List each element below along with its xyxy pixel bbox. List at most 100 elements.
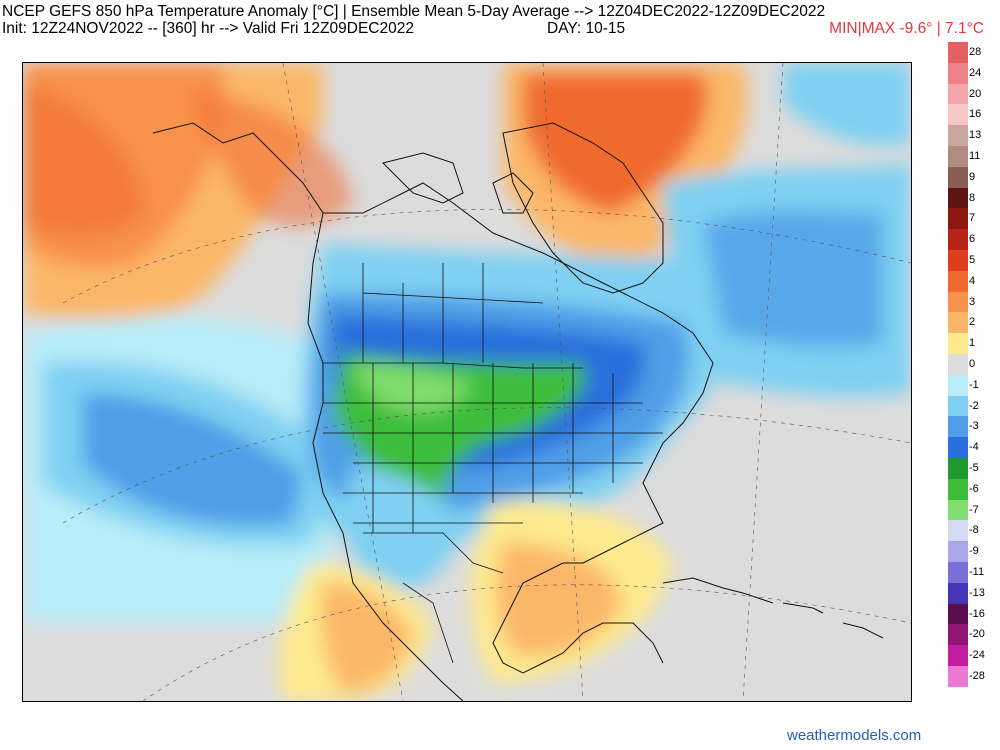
legend-swatch xyxy=(948,104,968,126)
legend-swatch xyxy=(948,166,968,188)
legend-row: 8 xyxy=(943,187,996,209)
legend-row: -24 xyxy=(943,645,996,666)
legend-label: 7 xyxy=(969,212,976,225)
legend-swatch xyxy=(948,457,968,479)
legend-label: -5 xyxy=(969,461,979,474)
color-legend: 28 24 20 16 13 11 9 8 7 6 5 4 3 2 1 0 -1 -2 -3 -4 -5 -6 -7 -8 -9… xyxy=(943,42,996,687)
legend-row: -6 xyxy=(943,478,996,500)
legend-swatch xyxy=(948,187,968,209)
legend-swatch xyxy=(948,249,968,271)
legend-swatch xyxy=(948,582,968,604)
legend-label: 4 xyxy=(969,274,976,287)
init-valid-line: Init: 12Z24NOV2022 -- [360] hr --> Valid… xyxy=(2,20,414,37)
legend-row: 20 xyxy=(943,83,996,105)
legend-row: -5 xyxy=(943,457,996,479)
legend-label: 20 xyxy=(969,87,982,100)
map-title: NCEP GEFS 850 hPa Temperature Anomaly [°… xyxy=(2,3,826,20)
legend-swatch xyxy=(948,395,968,417)
legend-row: 4 xyxy=(943,270,996,292)
legend-swatch xyxy=(948,374,968,396)
legend-label: 11 xyxy=(969,149,981,162)
legend-swatch xyxy=(948,353,968,375)
source-credit[interactable]: weathermodels.com xyxy=(787,727,922,744)
legend-swatch xyxy=(948,499,968,521)
map-canvas xyxy=(23,63,911,701)
legend-swatch xyxy=(948,416,968,438)
legend-label: 8 xyxy=(969,191,976,204)
legend-row: -16 xyxy=(943,603,996,625)
legend-row: -7 xyxy=(943,499,996,521)
day-range: DAY: 10-15 xyxy=(547,20,626,37)
temperature-anomaly-map xyxy=(22,62,912,702)
legend-label: 5 xyxy=(969,253,976,266)
legend-label: -7 xyxy=(969,503,979,516)
legend-row: 0 xyxy=(943,353,996,375)
legend-label: 16 xyxy=(969,108,982,121)
legend-label: -6 xyxy=(969,482,979,495)
political-borders xyxy=(323,263,663,664)
legend-label: 2 xyxy=(969,316,976,329)
legend-swatch xyxy=(948,270,968,292)
legend-swatch xyxy=(948,437,968,458)
legend-label: 13 xyxy=(969,129,982,142)
legend-row: 5 xyxy=(943,249,996,271)
legend-label: -2 xyxy=(969,399,979,412)
legend-row: -13 xyxy=(943,582,996,604)
legend-swatch xyxy=(948,291,968,313)
legend-row: -8 xyxy=(943,520,996,542)
legend-swatch xyxy=(948,645,968,666)
legend-label: 6 xyxy=(969,233,976,246)
legend-row: 6 xyxy=(943,229,996,250)
legend-label: -11 xyxy=(969,565,985,578)
legend-swatch xyxy=(948,541,968,562)
legend-swatch xyxy=(948,42,968,63)
legend-label: -20 xyxy=(969,628,985,641)
legend-swatch xyxy=(948,229,968,250)
legend-label: -16 xyxy=(969,607,985,620)
min-max-readout: MIN|MAX -9.6° | 7.1°C xyxy=(829,20,984,37)
legend-swatch xyxy=(948,603,968,625)
legend-swatch xyxy=(948,208,968,230)
legend-row: -4 xyxy=(943,437,996,458)
legend-row: -9 xyxy=(943,541,996,562)
legend-row: -20 xyxy=(943,624,996,646)
legend-row: 16 xyxy=(943,104,996,126)
legend-row: 24 xyxy=(943,62,996,84)
legend-swatch xyxy=(948,520,968,542)
legend-row: -3 xyxy=(943,416,996,438)
legend-label: -8 xyxy=(969,524,979,537)
legend-row: -2 xyxy=(943,395,996,417)
legend-swatch xyxy=(948,62,968,84)
legend-row: -11 xyxy=(943,561,996,583)
legend-row: 11 xyxy=(943,145,996,167)
legend-row: 2 xyxy=(943,312,996,334)
legend-swatch xyxy=(948,478,968,500)
legend-swatch xyxy=(948,665,968,687)
legend-label: 9 xyxy=(969,170,976,183)
legend-swatch xyxy=(948,125,968,146)
legend-label: 3 xyxy=(969,295,976,308)
legend-label: 1 xyxy=(969,337,976,350)
legend-label: 0 xyxy=(969,357,976,370)
legend-swatch xyxy=(948,624,968,646)
legend-swatch xyxy=(948,312,968,334)
legend-label: -28 xyxy=(969,669,985,682)
legend-swatch xyxy=(948,83,968,105)
legend-row: 28 xyxy=(943,42,996,63)
legend-row: 3 xyxy=(943,291,996,313)
legend-label: -24 xyxy=(969,649,985,662)
legend-row: -1 xyxy=(943,374,996,396)
legend-label: -1 xyxy=(969,378,979,391)
legend-label: -4 xyxy=(969,441,979,454)
legend-row: 1 xyxy=(943,333,996,354)
legend-label: -13 xyxy=(969,586,985,599)
legend-row: 13 xyxy=(943,125,996,146)
legend-label: -9 xyxy=(969,545,979,558)
legend-row: 7 xyxy=(943,208,996,230)
legend-label: 24 xyxy=(969,66,982,79)
legend-row: -28 xyxy=(943,665,996,687)
legend-label: 28 xyxy=(969,46,982,58)
legend-label: -3 xyxy=(969,420,979,433)
graticule xyxy=(62,63,911,701)
legend-swatch xyxy=(948,333,968,354)
